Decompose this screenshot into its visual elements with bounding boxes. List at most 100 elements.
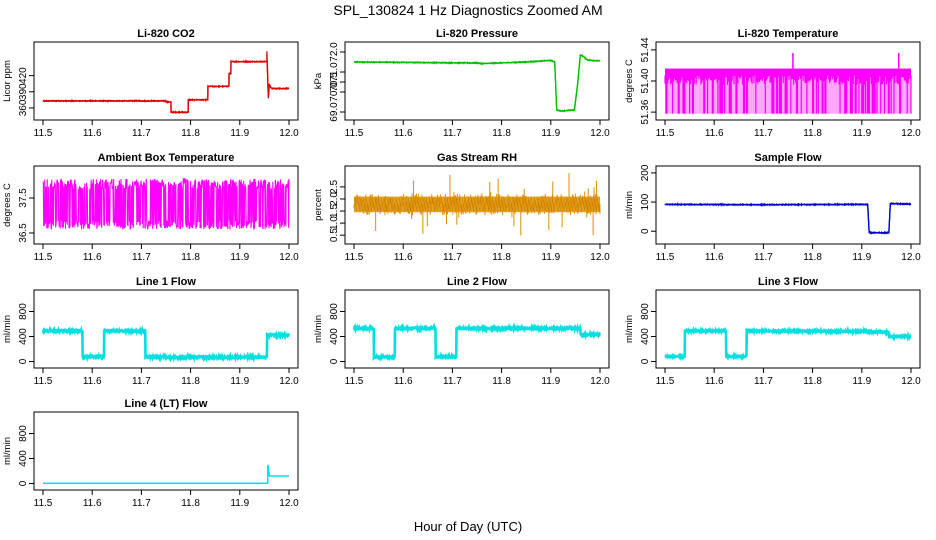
y-tick-label: 0: [18, 358, 29, 364]
panel-p7: Line 2 Flow ml/min 11.5 11.6 11.7 11.8 11.9 12.…: [313, 276, 610, 387]
x-tick-label: 11.5: [34, 498, 53, 509]
y-axis: 0 400 800: [18, 303, 34, 364]
series-line: [42, 59, 290, 115]
series-p4: [353, 173, 601, 236]
series-steps: [354, 327, 600, 358]
plot-frame: [344, 165, 610, 245]
x-tick-label: 12.0: [901, 376, 921, 387]
series-p7: [352, 322, 602, 362]
x-tick-label: 11.5: [345, 252, 364, 263]
x-tick-label: 11.8: [181, 498, 200, 509]
panel-title: Ambient Box Temperature: [98, 152, 235, 164]
x-tick-label: 12.0: [590, 128, 610, 139]
x-tick-label: 12.0: [901, 128, 921, 139]
plot-frame: [33, 411, 299, 491]
panel-p6: Line 1 Flow ml/min 11.5 11.6 11.7 11.8 11.9 12.…: [2, 276, 299, 387]
y-tick-label: 400: [18, 450, 29, 467]
x-tick-label: 11.6: [394, 376, 413, 387]
x-tick-label: 11.7: [132, 498, 151, 509]
series-steps: [664, 202, 912, 234]
scatter-spread: [353, 173, 601, 236]
y-tick-label: 51.36: [640, 99, 651, 124]
x-tick-label: 12.0: [279, 252, 299, 263]
series-p5: [664, 201, 912, 235]
plot-frame: [655, 165, 921, 245]
x-tick-label: 11.7: [443, 376, 462, 387]
y-tick-label: 100: [640, 193, 651, 210]
plot-frame: [33, 41, 299, 121]
y-axis: 0.51.01.52.02.5: [329, 180, 345, 242]
y-tick-label: 800: [640, 303, 651, 320]
y-axis: 0 400 800: [18, 425, 34, 486]
x-tick-label: 11.6: [83, 128, 102, 139]
panel-p3: Ambient Box Temperature degrees C 11.5 11.6…: [2, 152, 299, 263]
x-tick-label: 11.6: [83, 376, 102, 387]
y-tick-label: 70.0: [329, 82, 340, 102]
x-tick-label: 11.9: [230, 498, 249, 509]
x-tick-label: 11.8: [803, 128, 822, 139]
panel-p1: Li-820 Pressure kPa 11.5 11.6 11.7 11.8 11.9 12…: [313, 28, 610, 139]
series-p3: [42, 177, 290, 231]
x-tick-label: 11.5: [656, 128, 675, 139]
x-tick-label: 11.5: [34, 128, 53, 139]
y-axis: 0 100 200: [640, 164, 656, 234]
series-line: [353, 53, 601, 113]
band-fill: [665, 74, 911, 114]
y-tick-label: 72.0: [329, 42, 340, 62]
series-steps: [43, 51, 289, 113]
series-line: [664, 325, 912, 362]
series-line: [352, 322, 602, 362]
dense-band: [665, 68, 911, 76]
x-tick-label: 11.9: [230, 252, 249, 263]
x-tick-label: 11.7: [754, 128, 773, 139]
y-tick-label: 390: [18, 83, 29, 100]
panel-title: Line 3 Flow: [758, 276, 818, 288]
y-tick-label: 37.5: [18, 188, 29, 208]
series-p6: [41, 325, 291, 363]
series-line: [43, 465, 289, 484]
x-axis: 11.5 11.6 11.7 11.8 11.9 12.0: [34, 490, 299, 509]
plot-frame: [33, 289, 299, 369]
x-tick-label: 12.0: [279, 376, 299, 387]
x-tick-label: 11.8: [492, 376, 511, 387]
x-axis: 11.5 11.6 11.7 11.8 11.9 12.0: [656, 120, 921, 139]
x-tick-label: 11.8: [181, 252, 200, 263]
x-tick-label: 11.5: [345, 376, 364, 387]
y-tick-label: 69.0: [329, 102, 340, 122]
x-tick-label: 11.7: [132, 128, 151, 139]
x-tick-label: 11.8: [492, 252, 511, 263]
y-tick-label: 400: [329, 328, 340, 345]
x-axis: 11.5 11.6 11.7 11.8 11.9 12.0: [34, 244, 299, 263]
y-axis: 69.070.070.571.072.0: [329, 42, 345, 122]
panel-title: Line 1 Flow: [136, 276, 196, 288]
x-tick-label: 11.7: [132, 252, 151, 263]
x-tick-label: 11.6: [705, 252, 724, 263]
band-lines: [664, 75, 912, 114]
y-axis: 36.5 37.5: [18, 188, 34, 243]
series-p9: [43, 464, 289, 484]
x-tick-label: 11.9: [230, 128, 249, 139]
figure-xlabel: Hour of Day (UTC): [414, 519, 522, 534]
x-tick-label: 11.5: [345, 128, 364, 139]
x-tick-label: 11.8: [181, 376, 200, 387]
y-tick-label: 51.40: [640, 68, 651, 93]
y-tick-label: 0: [18, 480, 29, 486]
x-tick-label: 11.9: [852, 252, 871, 263]
y-tick-label: 400: [18, 328, 29, 345]
x-axis: 11.5 11.6 11.7 11.8 11.9 12.0: [656, 368, 921, 387]
x-tick-label: 11.9: [852, 376, 871, 387]
y-axis-label: percent: [313, 189, 324, 221]
y-tick-label: 0: [640, 358, 651, 364]
series-line: [41, 325, 291, 363]
plot-frame: [344, 289, 610, 369]
y-tick-label: 70.5: [329, 72, 340, 92]
x-tick-label: 11.7: [754, 252, 773, 263]
y-axis: 0 400 800: [640, 303, 656, 364]
x-axis: 11.5 11.6 11.7 11.8 11.9 12.0: [345, 368, 610, 387]
x-tick-label: 11.6: [705, 128, 724, 139]
x-tick-label: 11.5: [656, 252, 675, 263]
